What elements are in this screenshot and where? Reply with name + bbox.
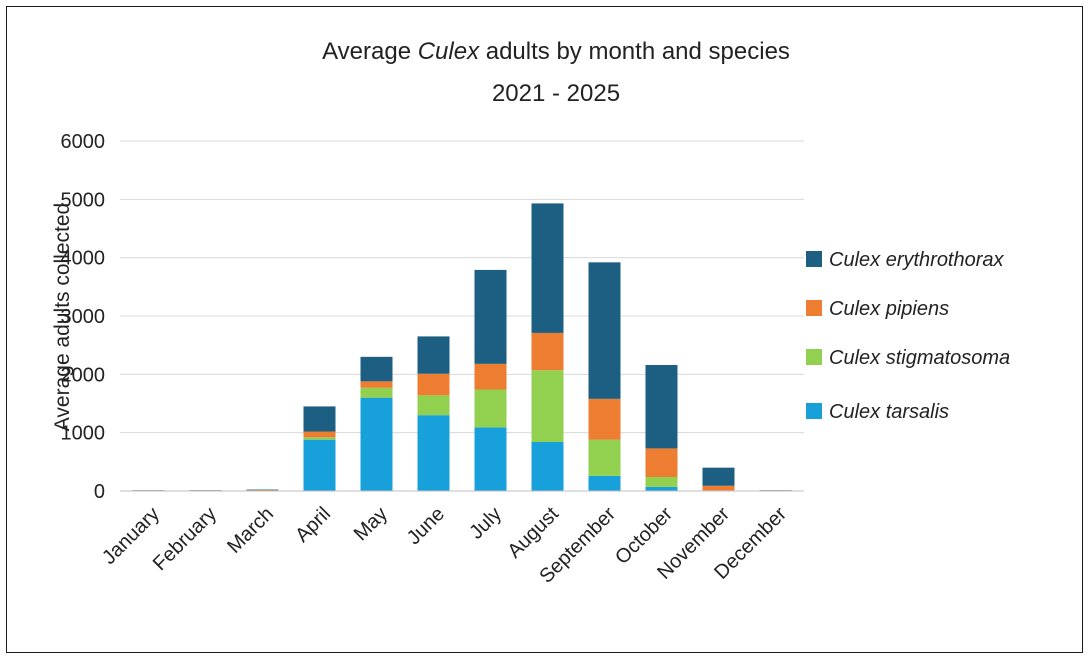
bar-segment	[588, 475, 621, 491]
chart-title: Average Culex adults by month and specie…	[322, 38, 790, 65]
y-axis-label: Average adults collected	[51, 203, 74, 431]
bar-segment	[303, 437, 336, 440]
y-axis-ticks: 0 1000 2000 3000 4000 5000 6000	[61, 131, 106, 503]
legend-swatch	[806, 251, 822, 267]
bar-segment	[417, 395, 450, 416]
y-tick-label: 1000	[61, 423, 106, 445]
bar-segment	[645, 477, 678, 487]
y-tick-label: 2000	[61, 364, 106, 386]
bar-segment	[702, 467, 735, 486]
bar-segment	[531, 203, 564, 333]
bar-segment	[474, 427, 507, 491]
bar-segment	[417, 336, 450, 374]
y-tick-label: 0	[94, 481, 105, 503]
bar-segment	[474, 269, 507, 364]
bar-segment	[303, 439, 336, 491]
bar-segment	[246, 489, 279, 491]
bar-segment	[588, 398, 621, 440]
legend-item: Culex pipiens	[806, 298, 949, 320]
x-tick-label: June	[403, 503, 449, 549]
bar-segment	[645, 365, 678, 449]
x-tick-label: March	[223, 503, 278, 558]
x-tick-label: April	[291, 503, 335, 547]
bars	[132, 203, 792, 491]
y-tick-label: 5000	[61, 189, 106, 211]
legend-label: Culex pipiens	[829, 298, 949, 320]
legend-item: Culex stigmatosoma	[806, 347, 1010, 369]
bar-segment	[588, 262, 621, 399]
x-tick-label: July	[465, 503, 506, 544]
legend-label: Culex tarsalis	[829, 401, 949, 423]
x-tick-label: February	[149, 503, 221, 575]
legend-swatch	[806, 300, 822, 316]
bar-segment	[531, 370, 564, 442]
legend: Culex erythrothorax Culex pipiens Culex st…	[806, 249, 1010, 423]
x-tick-label: May	[350, 503, 392, 545]
legend-item: Culex erythrothorax	[806, 249, 1005, 271]
bar-segment	[531, 442, 564, 491]
bar-segment	[702, 485, 735, 491]
legend-swatch	[806, 349, 822, 365]
bar-segment	[588, 439, 621, 476]
y-tick-label: 3000	[61, 306, 106, 328]
bar-segment	[531, 332, 564, 371]
bar-segment	[645, 448, 678, 477]
chart-subtitle: 2021 - 2025	[492, 80, 620, 107]
legend-label: Culex erythrothorax	[829, 249, 1005, 271]
bar-segment	[417, 373, 450, 396]
bar-segment	[360, 381, 393, 388]
bar-segment	[474, 363, 507, 390]
y-tick-label: 4000	[61, 248, 106, 270]
legend-label: Culex stigmatosoma	[829, 347, 1010, 369]
bar-segment	[360, 356, 393, 382]
legend-item: Culex tarsalis	[806, 401, 949, 423]
bar-segment	[417, 415, 450, 491]
legend-swatch	[806, 403, 822, 419]
bar-segment	[360, 387, 393, 398]
bar-segment	[360, 397, 393, 491]
gridlines	[120, 140, 804, 434]
y-tick-label: 6000	[61, 131, 106, 153]
bar-segment	[303, 406, 336, 432]
bar-segment	[645, 486, 678, 491]
bar-segment	[474, 389, 507, 428]
bar-segment	[303, 431, 336, 438]
